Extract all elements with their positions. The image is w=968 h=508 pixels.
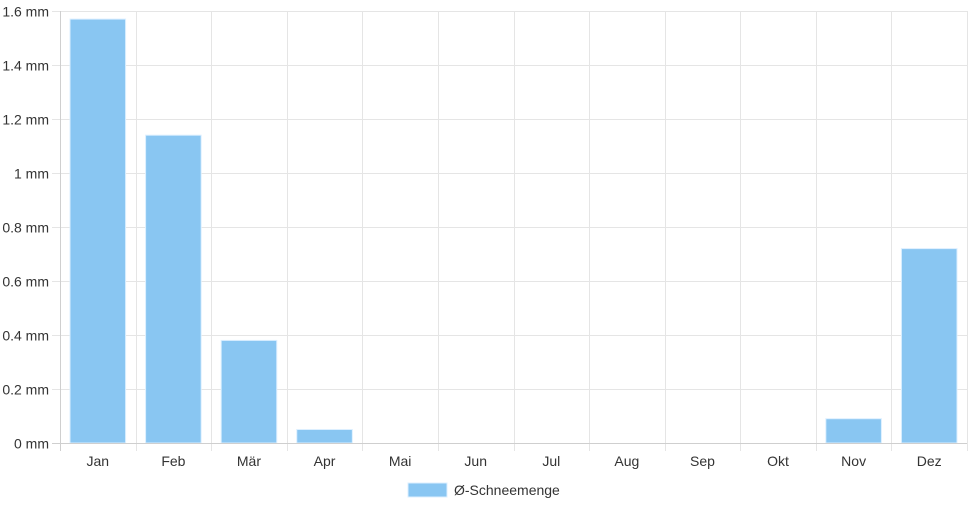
bar-nov[interactable] <box>825 418 882 444</box>
x-tick-label: Jun <box>464 453 487 469</box>
x-tick-label: Mai <box>389 453 412 469</box>
x-tick-label: Apr <box>314 453 336 469</box>
bar-apr[interactable] <box>296 429 353 444</box>
axes <box>52 11 967 451</box>
y-tick-label: 0.4 mm <box>2 328 49 344</box>
x-tick-label: Aug <box>614 453 639 469</box>
bars <box>69 18 958 444</box>
x-tick-label: Dez <box>917 453 942 469</box>
y-tick-label: 0 mm <box>14 436 49 452</box>
y-tick-label: 1.2 mm <box>2 112 49 128</box>
bar-jan[interactable] <box>69 18 127 444</box>
y-tick-label: 1.4 mm <box>2 58 49 74</box>
y-tick-label: 1.6 mm <box>2 4 49 20</box>
x-tick-label: Nov <box>841 453 866 469</box>
bar-dez[interactable] <box>900 248 958 444</box>
y-tick-label: 0.6 mm <box>2 274 49 290</box>
y-tick-label: 0.8 mm <box>2 220 49 236</box>
y-tick-label: 1 mm <box>14 166 49 182</box>
x-tick-label: Mär <box>237 453 261 469</box>
y-tick-labels: 0 mm 0.2 mm 0.4 mm 0.6 mm 0.8 mm 1 mm 1.2 mm 1.… <box>2 4 49 452</box>
x-tick-label: Okt <box>767 453 789 469</box>
x-tick-label: Jan <box>87 453 110 469</box>
x-tick-label: Jul <box>542 453 560 469</box>
legend-swatch <box>407 482 448 498</box>
bar-mär[interactable] <box>220 339 278 444</box>
x-tick-label: Sep <box>690 453 715 469</box>
legend[interactable]: Ø-Schneemenge <box>407 482 560 498</box>
y-tick-label: 0.2 mm <box>2 382 49 398</box>
bar-feb[interactable] <box>145 134 202 444</box>
legend-label: Ø-Schneemenge <box>454 482 560 498</box>
x-tick-label: Feb <box>161 453 185 469</box>
x-tick-labels: Jan Feb Mär Apr Mai Jun Jul Aug Sep Okt Nov Dez <box>87 453 942 469</box>
